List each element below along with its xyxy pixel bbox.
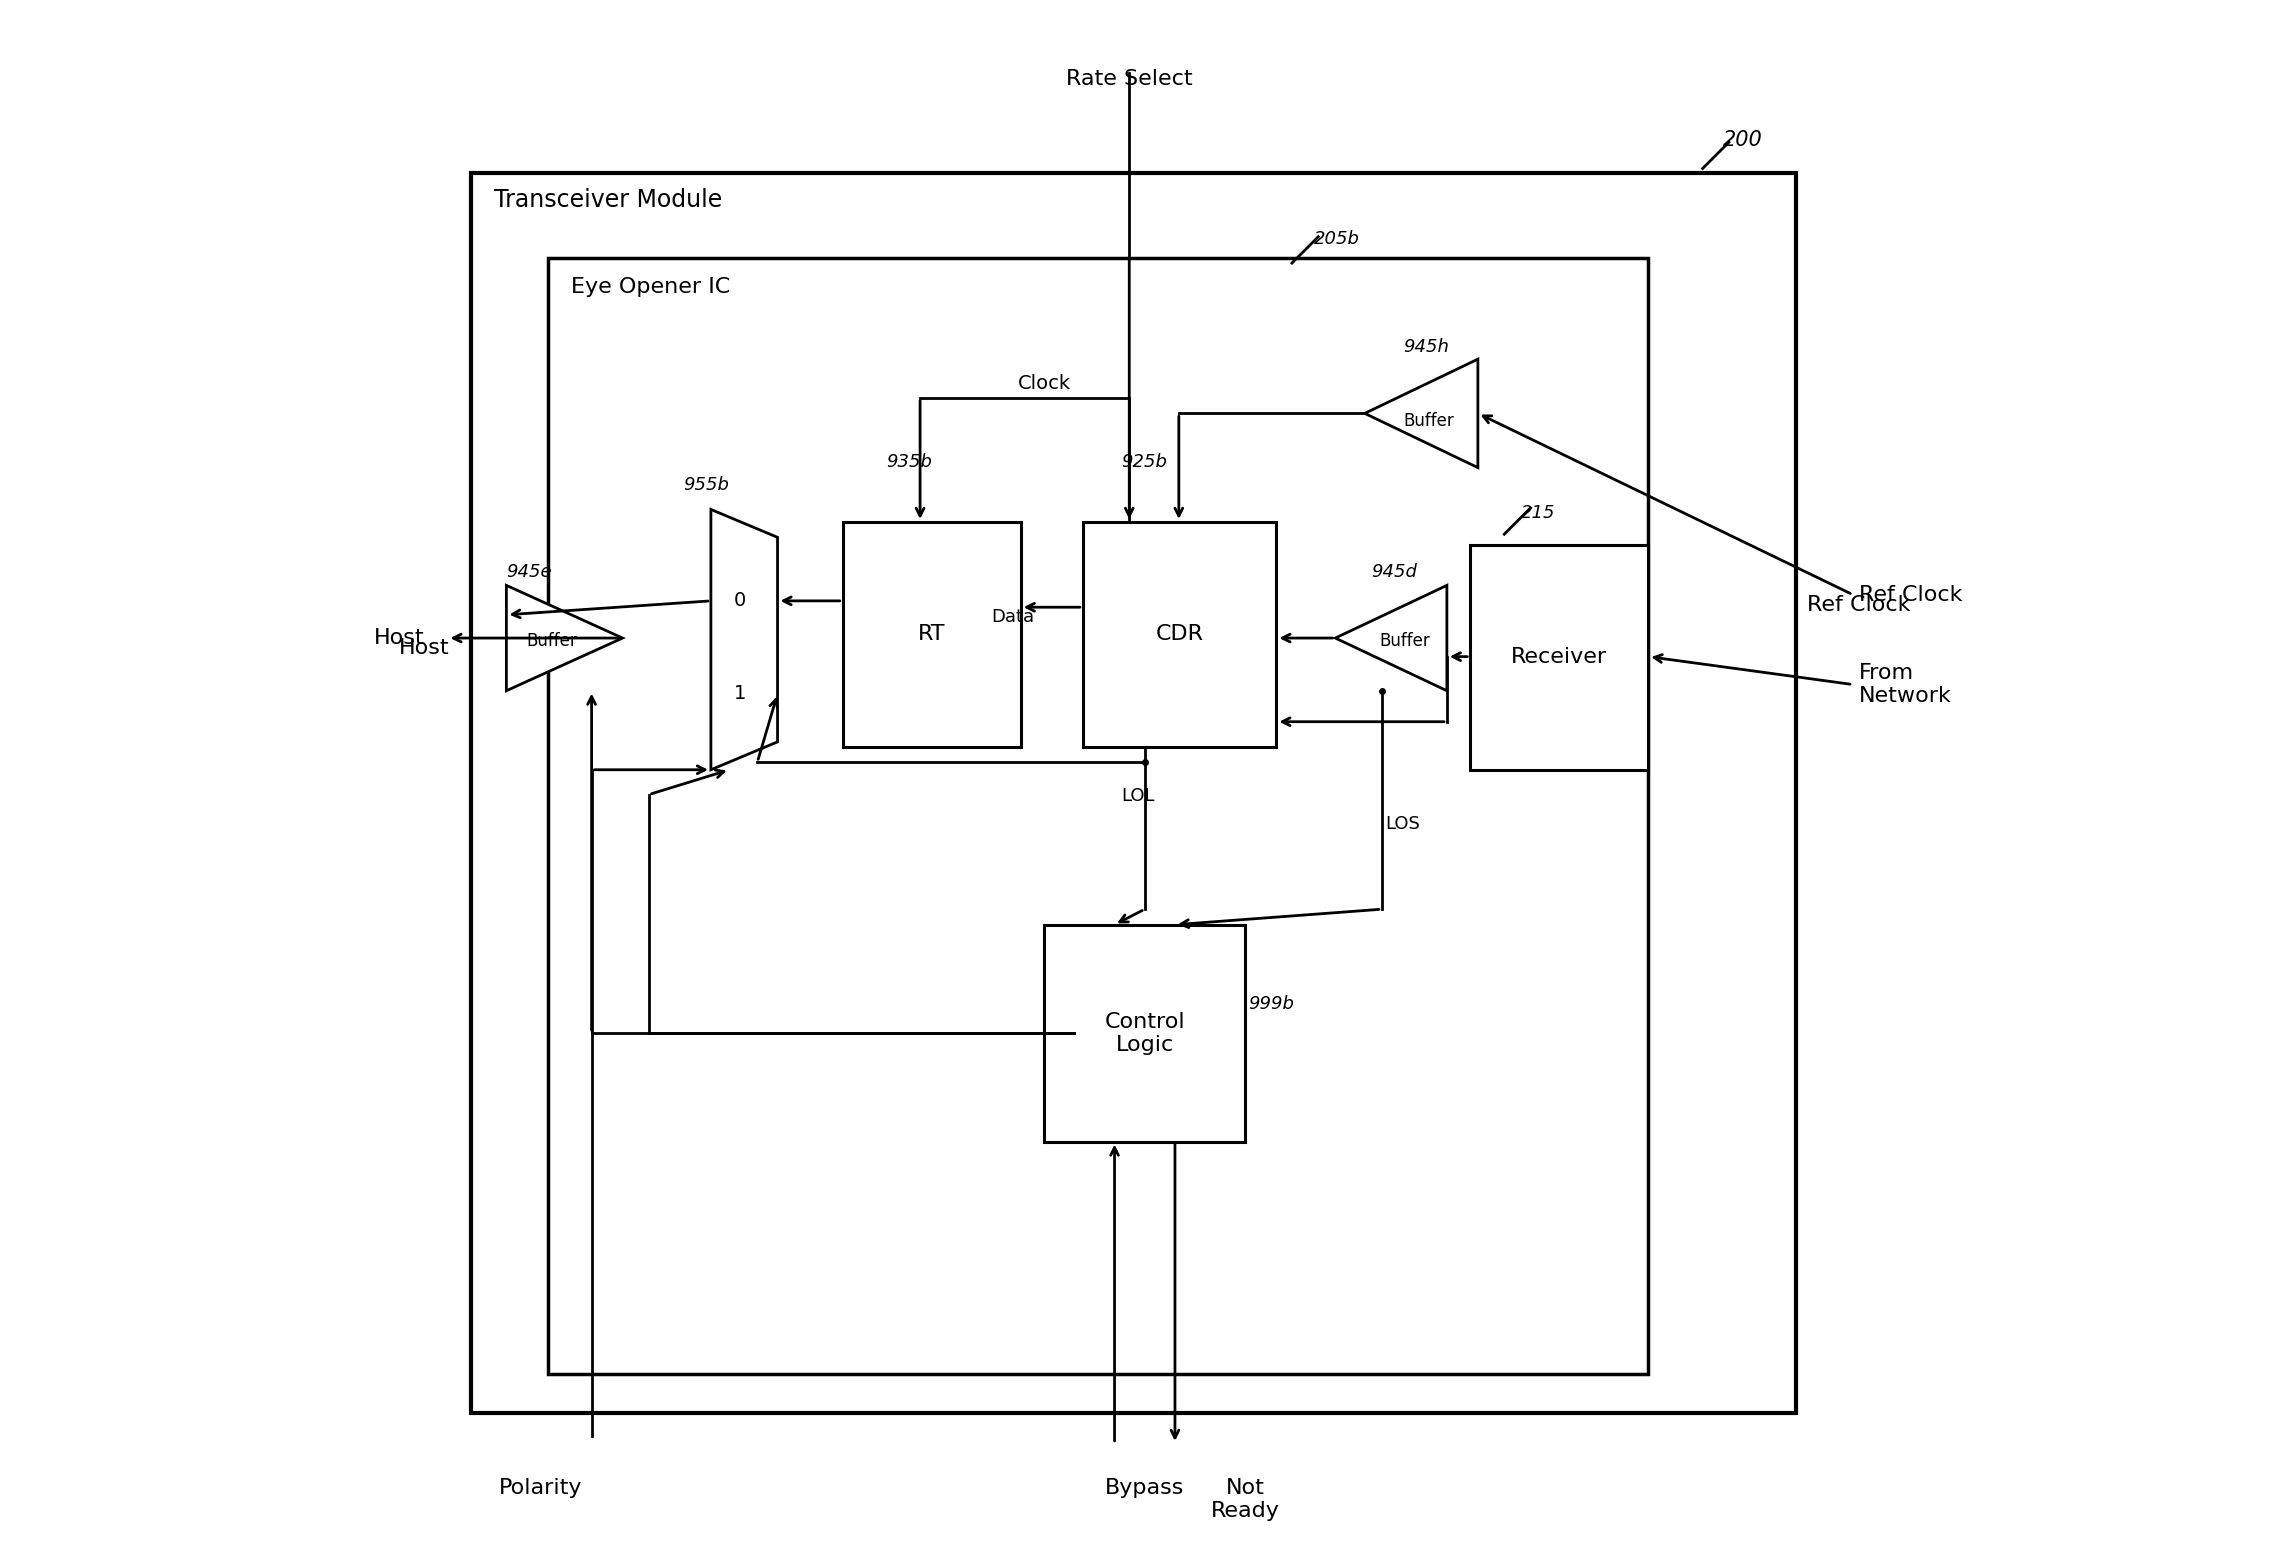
FancyBboxPatch shape (844, 522, 1021, 746)
FancyBboxPatch shape (1044, 925, 1246, 1141)
Text: CDR: CDR (1155, 624, 1203, 644)
Text: Data: Data (991, 608, 1035, 625)
Text: Ref Clock: Ref Clock (1860, 585, 1962, 605)
Text: Buffer: Buffer (1403, 412, 1453, 431)
Text: Not
Ready: Not Ready (1212, 1477, 1280, 1521)
FancyBboxPatch shape (471, 173, 1796, 1413)
Text: Rate Select: Rate Select (1067, 70, 1192, 89)
Text: LOS: LOS (1385, 815, 1419, 833)
Text: Receiver: Receiver (1512, 647, 1608, 667)
Text: 200: 200 (1724, 131, 1762, 149)
Text: 945d: 945d (1371, 563, 1417, 580)
Polygon shape (712, 510, 778, 770)
Text: 925b: 925b (1121, 453, 1167, 471)
Text: Ref Clock: Ref Clock (1808, 594, 1910, 614)
Text: 0: 0 (735, 591, 746, 611)
FancyBboxPatch shape (548, 258, 1649, 1375)
Text: From
Network: From Network (1860, 662, 1951, 706)
Text: Clock: Clock (1016, 375, 1071, 393)
FancyBboxPatch shape (1469, 546, 1649, 770)
Text: Transceiver Module: Transceiver Module (493, 188, 723, 211)
FancyBboxPatch shape (1082, 522, 1276, 746)
Text: Control
Logic: Control Logic (1105, 1012, 1185, 1054)
Text: Eye Opener IC: Eye Opener IC (571, 277, 730, 297)
Text: Buffer: Buffer (1380, 633, 1430, 650)
Text: Buffer: Buffer (525, 633, 578, 650)
Text: 945h: 945h (1403, 337, 1449, 356)
Text: Host: Host (398, 638, 450, 658)
Text: 999b: 999b (1248, 995, 1294, 1012)
Text: Bypass: Bypass (1105, 1477, 1185, 1497)
Polygon shape (1364, 359, 1478, 468)
Text: 215: 215 (1521, 504, 1555, 522)
Text: 955b: 955b (682, 476, 730, 494)
Text: Polarity: Polarity (498, 1477, 582, 1497)
Text: 1: 1 (735, 684, 746, 703)
Text: 935b: 935b (887, 453, 932, 471)
Text: LOL: LOL (1121, 787, 1155, 805)
Polygon shape (1335, 585, 1446, 690)
Polygon shape (507, 585, 623, 690)
Text: Host: Host (373, 628, 425, 648)
Text: 205b: 205b (1314, 230, 1360, 247)
Text: RT: RT (919, 624, 946, 644)
Text: 945e: 945e (507, 563, 553, 580)
